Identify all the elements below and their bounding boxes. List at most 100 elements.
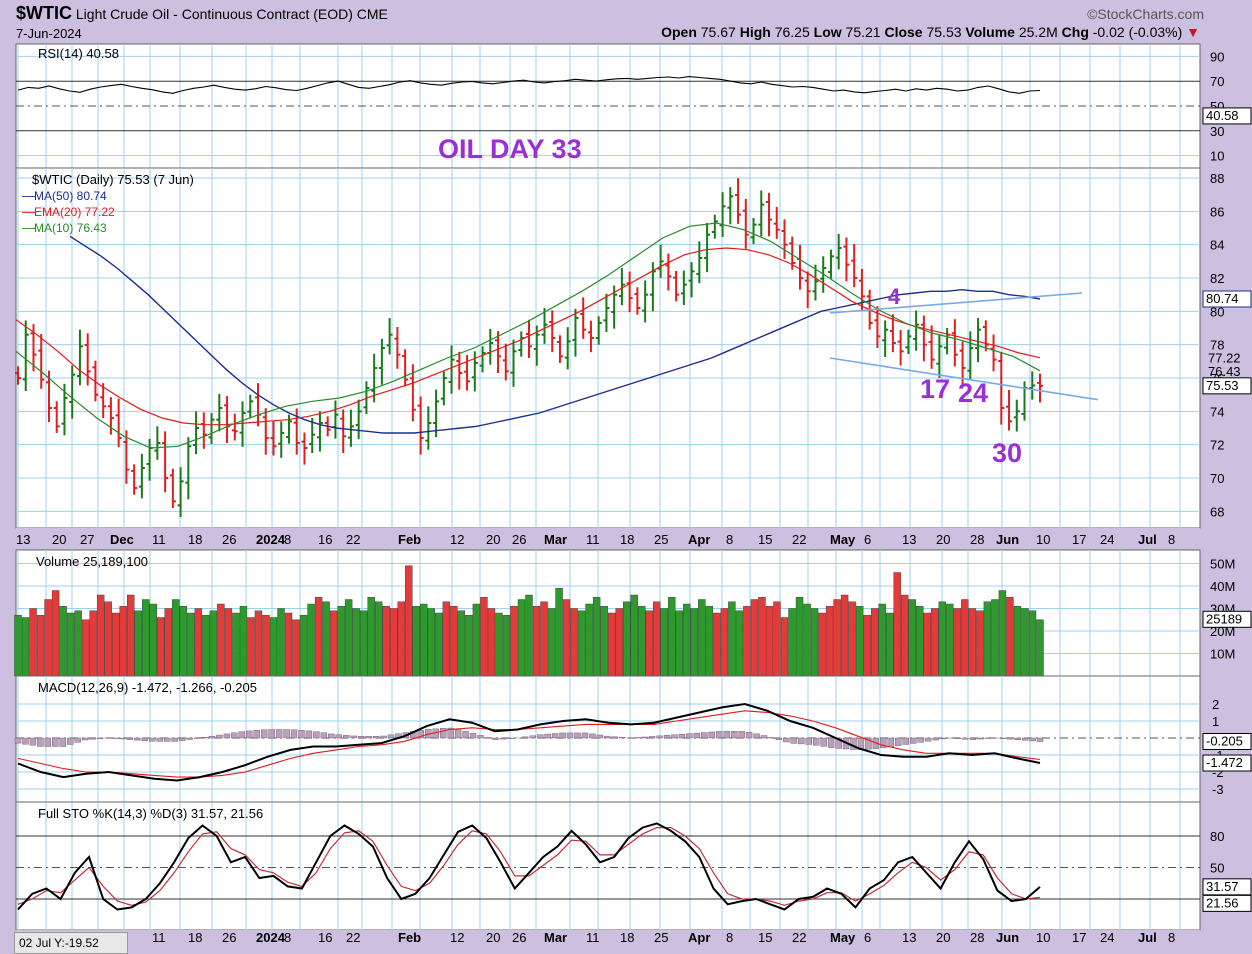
volume-bar <box>254 610 263 677</box>
volume-bar <box>660 608 668 677</box>
rsi-panel <box>15 43 1201 169</box>
volume-bar <box>653 601 661 677</box>
bottom-x-tick-label: 13 <box>902 930 916 945</box>
macd-histogram-bar <box>477 735 484 739</box>
volume-bar <box>442 601 451 677</box>
stochastic-panel <box>15 801 1201 931</box>
ma50-last-label-box <box>1202 290 1252 308</box>
sto-tick-label: 50 <box>1210 861 1224 876</box>
volume-bar <box>435 612 443 677</box>
bottom-x-tick-label: 10 <box>1036 930 1050 945</box>
macd-histogram-bar <box>260 729 268 739</box>
macd-histogram-bar <box>380 735 387 739</box>
volume-bar <box>961 599 969 677</box>
price-legend: $WTIC (Daily) 75.53 (7 Jun) <box>32 172 194 187</box>
macd-histogram-bar <box>962 737 969 740</box>
volume-bar <box>465 615 473 677</box>
volume-bar <box>735 610 744 677</box>
macd-histogram-bar <box>74 737 81 743</box>
macd-histogram-bar <box>865 737 872 750</box>
volume-bar <box>675 610 683 677</box>
x-tick-label: Jul <box>1138 532 1157 547</box>
rsi-line <box>17 76 1041 94</box>
sto-k-last-label-box <box>1202 878 1252 896</box>
down-arrow-icon: ▼ <box>1186 24 1200 40</box>
price-tick-label: 80 <box>1210 304 1224 319</box>
volume-bar <box>262 615 270 677</box>
macd-histogram-bar <box>440 728 447 739</box>
volume-label: Volume <box>965 24 1015 40</box>
macd-histogram-bar <box>619 737 626 739</box>
x-tick-label: 11 <box>152 532 166 547</box>
volume-bar <box>44 599 52 677</box>
ma10-legend: MA(10) 76.43 <box>34 221 107 235</box>
rsi-tick-label: 70 <box>1210 74 1224 89</box>
macd-histogram-bar <box>566 732 574 739</box>
macd-histogram-bar <box>977 737 984 740</box>
bottom-x-tick-label: 8 <box>284 930 291 945</box>
macd-histogram-bar <box>14 737 22 744</box>
volume-bar <box>495 612 503 677</box>
bottom-x-tick-label: 12 <box>450 930 464 945</box>
ma50-line <box>69 235 1041 434</box>
macd-histogram-bar <box>895 737 902 746</box>
macd-histogram-bar <box>387 734 395 739</box>
x-tick-label: Mar <box>544 532 567 547</box>
volume-tick-label: 40M <box>1210 579 1235 594</box>
macd-histogram-bar <box>954 737 962 739</box>
x-tick-label: 13 <box>902 532 916 547</box>
bottom-x-tick-label: Mar <box>544 930 567 945</box>
bottom-x-tick-label: 18 <box>620 930 634 945</box>
price-tick-label: 86 <box>1210 204 1224 219</box>
macd-histogram-bar <box>932 737 939 741</box>
bottom-x-tick-label: 28 <box>970 930 984 945</box>
volume-bar <box>923 612 931 677</box>
volume-bar <box>307 603 315 677</box>
volume-bar <box>998 590 1007 677</box>
annotation-24: 24 <box>958 378 988 408</box>
x-tick-label: 6 <box>864 532 871 547</box>
macd-histogram-bar <box>126 737 134 740</box>
macd-histogram-bar <box>708 731 715 739</box>
chg-value: -0.02 (-0.03%) <box>1092 24 1183 40</box>
volume-bar <box>540 601 548 677</box>
volume-bar <box>983 601 992 677</box>
volume-bar <box>1006 597 1014 677</box>
macd-histogram-bar <box>880 737 887 749</box>
macd-histogram-bar <box>89 737 96 740</box>
macd-histogram-bar <box>223 733 231 739</box>
volume-bar <box>314 597 323 677</box>
volume-bar <box>224 608 233 677</box>
high-value: 76.25 <box>774 24 810 40</box>
macd-histogram-bar <box>216 734 223 739</box>
macd-tick-label: 2 <box>1212 697 1219 712</box>
macd-histogram-bar <box>96 737 104 739</box>
ma50-last-label: 80.74 <box>1206 291 1239 306</box>
price-tick-label: 74 <box>1210 404 1224 419</box>
macd-histogram-bar <box>604 735 611 739</box>
ohlc-readout: Open 75.67 High 76.25 Low 75.21 Close 75… <box>661 24 1200 40</box>
volume-bar <box>750 599 759 677</box>
x-tick-label: 8 <box>726 532 733 547</box>
macd-histogram-bar <box>924 737 932 742</box>
volume-bar <box>698 599 706 677</box>
volume-bar <box>157 617 165 677</box>
macd-histogram-bar <box>372 736 380 739</box>
macd-histogram-bar <box>939 737 947 740</box>
volume-bar <box>36 615 45 677</box>
x-tick-label: 2024 <box>256 532 286 547</box>
volume-value: 25.2M <box>1018 24 1058 40</box>
volume-bar <box>908 599 916 677</box>
volume-bar <box>645 610 653 677</box>
volume-bar <box>592 597 601 677</box>
volume-bar <box>878 603 886 677</box>
close-value: 75.53 <box>926 24 962 40</box>
close-last-label: 75.53 <box>1206 378 1239 393</box>
macd-histogram-bar <box>357 736 365 739</box>
macd-histogram-bar <box>835 737 842 749</box>
volume-bar <box>863 615 871 677</box>
macd-histogram-bar <box>760 735 768 739</box>
volume-bar <box>848 601 856 677</box>
volume-bar <box>74 610 82 677</box>
